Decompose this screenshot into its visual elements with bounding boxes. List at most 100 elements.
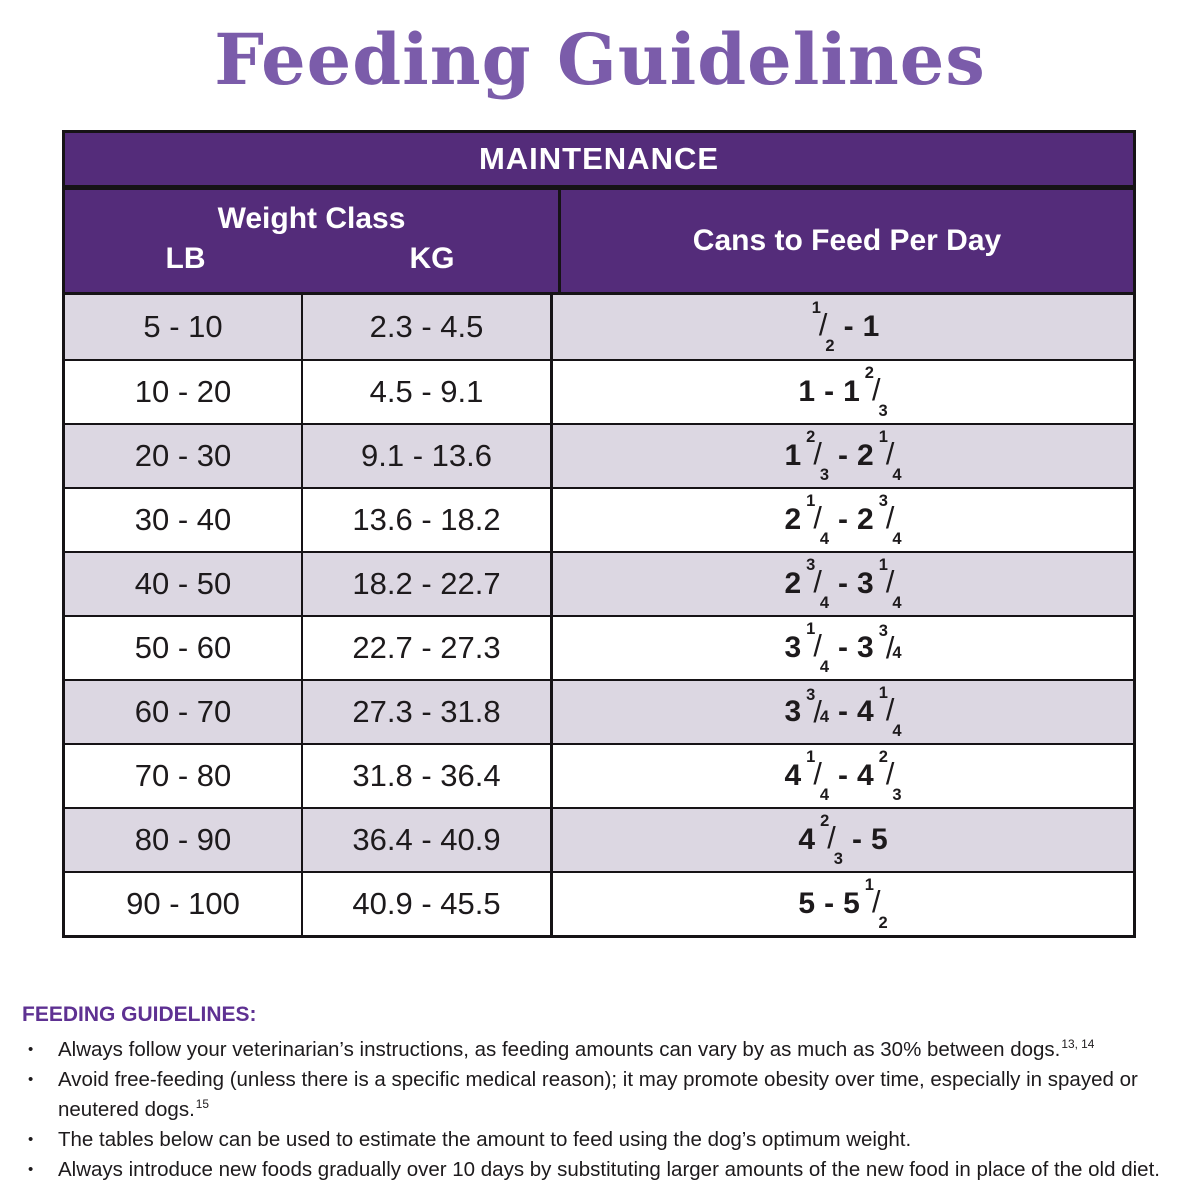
bullet-dot-icon: • (28, 1161, 34, 1178)
whole-number: 4 (857, 695, 874, 728)
whole-number: 2 (857, 503, 874, 536)
table-row: 10 - 20 4.5 - 9.1 1-1 2/3 (65, 359, 1133, 423)
range-dash: - (838, 439, 848, 472)
fraction: 1/4 (806, 492, 829, 548)
weight-lb-cell: 30 - 40 (65, 489, 303, 551)
table-rows: 5 - 10 2.3 - 4.5 1/2-1 10 - 20 4.5 - 9.1 1-1 2… (65, 295, 1133, 935)
fraction: 1/2 (864, 876, 888, 932)
cans-per-day-cell: 1-1 2/3 (553, 361, 1133, 423)
whole-number: 2 (784, 503, 802, 536)
kg-column-header: KG (409, 242, 455, 275)
weight-lb-cell: 10 - 20 (65, 361, 303, 423)
whole-number: 4 (798, 823, 816, 856)
whole-number: 1 (862, 310, 880, 343)
range-dash: - (838, 503, 848, 536)
whole-number: 3 (857, 567, 874, 600)
footer-notes: FEEDING GUIDELINES: • Always follow your … (22, 1003, 1182, 1185)
weight-lb-cell: 70 - 80 (65, 745, 303, 807)
fraction: 1/4 (806, 748, 829, 804)
weight-kg-cell: 22.7 - 27.3 (303, 617, 553, 679)
range-dash: - (824, 887, 835, 920)
whole-number: 5 (870, 823, 888, 856)
weight-lb-cell: 80 - 90 (65, 809, 303, 871)
whole-number: 2 (784, 567, 802, 600)
weight-lb-cell: 60 - 70 (65, 681, 303, 743)
whole-number: 4 (784, 759, 802, 792)
lb-column-header: LB (165, 242, 206, 275)
table-row: 60 - 70 27.3 - 31.8 3 3/4-4 1/4 (65, 679, 1133, 743)
weight-class-header-cell: Weight Class LB KG (65, 190, 558, 292)
fraction: 2/3 (806, 428, 829, 484)
whole-number: 3 (857, 631, 874, 664)
table-row: 5 - 10 2.3 - 4.5 1/2-1 (65, 295, 1133, 359)
fraction: 1/4 (878, 428, 902, 484)
footer-heading: FEEDING GUIDELINES: (22, 1003, 257, 1026)
fraction: 2/3 (878, 748, 902, 804)
fraction: 1/4 (806, 620, 829, 676)
cans-per-day-cell: 4 1/4-4 2/3 (553, 745, 1133, 807)
bullet-dot-icon: • (28, 1071, 34, 1088)
weight-kg-cell: 27.3 - 31.8 (303, 681, 553, 743)
table-row: 40 - 50 18.2 - 22.7 2 3/4-3 1/4 (65, 551, 1133, 615)
cans-per-day-cell: 4 2/3-5 (553, 809, 1133, 871)
fraction: 3/4 (806, 686, 829, 729)
fraction: 1/2 (811, 299, 835, 355)
bullet-dot-icon: • (28, 1131, 34, 1148)
weight-lb-cell: 90 - 100 (65, 873, 303, 935)
bullet-dot-icon: • (28, 1041, 34, 1058)
range-dash: - (838, 631, 848, 664)
cans-header-label: Cans to Feed Per Day (692, 224, 1002, 257)
feeding-table: MAINTENANCE Weight Class LB KG Cans to F… (62, 130, 1136, 938)
table-row: 70 - 80 31.8 - 36.4 4 1/4-4 2/3 (65, 743, 1133, 807)
whole-number: 1 (798, 375, 816, 408)
footer-bullet: • Avoid free-feeding (unless there is a s… (22, 1065, 1182, 1125)
fraction: 1/4 (878, 684, 902, 740)
whole-number: 1 (784, 439, 802, 472)
whole-number: 3 (784, 695, 802, 728)
range-dash: - (838, 567, 848, 600)
fraction: 3/4 (878, 622, 902, 665)
fraction: 2/3 (820, 812, 843, 868)
cans-per-day-cell: 5-5 1/2 (553, 873, 1133, 935)
weight-kg-cell: 2.3 - 4.5 (303, 295, 553, 359)
range-dash: - (838, 695, 848, 728)
fraction: 3/4 (878, 492, 902, 548)
weight-kg-cell: 4.5 - 9.1 (303, 361, 553, 423)
whole-number: 1 (843, 375, 860, 408)
cans-per-day-cell: 2 3/4-3 1/4 (553, 553, 1133, 615)
table-row: 80 - 90 36.4 - 40.9 4 2/3-5 (65, 807, 1133, 871)
cans-per-day-cell: 3 1/4-3 3/4 (553, 617, 1133, 679)
weight-kg-cell: 9.1 - 13.6 (303, 425, 553, 487)
weight-kg-cell: 18.2 - 22.7 (303, 553, 553, 615)
range-dash: - (824, 375, 835, 408)
footer-bullet: • Always introduce new foods gradually ov… (22, 1155, 1182, 1185)
unit-row: LB KG (65, 242, 558, 276)
weight-lb-cell: 5 - 10 (65, 295, 303, 359)
cans-per-day-cell: 1/2-1 (553, 295, 1133, 359)
fraction: 3/4 (806, 556, 829, 612)
weight-kg-cell: 13.6 - 18.2 (303, 489, 553, 551)
weight-kg-cell: 31.8 - 36.4 (303, 745, 553, 807)
whole-number: 2 (857, 439, 874, 472)
cans-header-cell: Cans to Feed Per Day (558, 190, 1133, 292)
table-row: 90 - 100 40.9 - 45.5 5-5 1/2 (65, 871, 1133, 935)
table-title-band: MAINTENANCE (65, 133, 1133, 190)
weight-lb-cell: 50 - 60 (65, 617, 303, 679)
whole-number: 4 (857, 759, 874, 792)
footer-bullet-list: • Always follow your veterinarian’s instr… (22, 1035, 1182, 1185)
bullet-text: Always introduce new foods gradually ove… (58, 1158, 1160, 1181)
table-row: 30 - 40 13.6 - 18.2 2 1/4-2 3/4 (65, 487, 1133, 551)
weight-kg-cell: 36.4 - 40.9 (303, 809, 553, 871)
range-dash: - (851, 823, 862, 856)
bullet-text: Avoid free-feeding (unless there is a sp… (58, 1068, 1138, 1121)
bullet-text: The tables below can be used to estimate… (58, 1128, 912, 1151)
table-row: 50 - 60 22.7 - 27.3 3 1/4-3 3/4 (65, 615, 1133, 679)
cans-per-day-cell: 1 2/3-2 1/4 (553, 425, 1133, 487)
range-dash: - (843, 310, 854, 343)
fraction: 2/3 (864, 364, 888, 420)
cans-per-day-cell: 2 1/4-2 3/4 (553, 489, 1133, 551)
table-row: 20 - 30 9.1 - 13.6 1 2/3-2 1/4 (65, 423, 1133, 487)
cans-per-day-cell: 3 3/4-4 1/4 (553, 681, 1133, 743)
whole-number: 3 (784, 631, 802, 664)
weight-lb-cell: 20 - 30 (65, 425, 303, 487)
